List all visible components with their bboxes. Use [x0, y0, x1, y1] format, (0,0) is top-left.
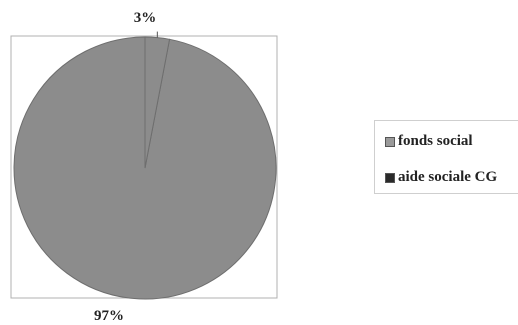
- legend-swatch-aide-sociale-cg: [385, 172, 395, 183]
- legend-label-aide-sociale-cg: aide sociale CG: [398, 169, 498, 185]
- legend-item-fonds-social: fonds social: [385, 133, 473, 150]
- legend-item-aide-sociale-cg: aide sociale CG: [385, 169, 497, 186]
- data-label-aide-sociale-cg: 97%: [94, 308, 124, 324]
- legend-swatch-fonds-social: [385, 136, 395, 147]
- pie-slice-fonds-social: [144, 36, 171, 169]
- data-label-fonds-social: 3%: [134, 10, 157, 26]
- legend-label-fonds-social: fonds social: [398, 133, 473, 149]
- legend: fonds social aide sociale CG: [374, 120, 518, 194]
